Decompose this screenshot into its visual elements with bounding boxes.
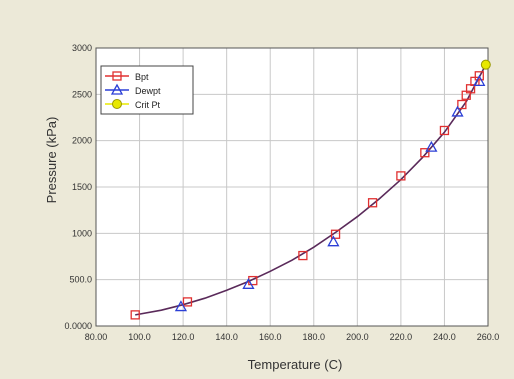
y-tick-label: 1500 xyxy=(72,182,92,192)
bubble-point-marker xyxy=(474,71,484,81)
y-tick-label: 3000 xyxy=(72,43,92,53)
dew-point-marker xyxy=(242,277,255,289)
legend-marker xyxy=(110,83,124,95)
plot-border xyxy=(95,47,489,327)
x-tick-label: 80.00 xyxy=(85,332,108,342)
data-points xyxy=(130,59,491,320)
bubble-point-marker xyxy=(298,250,308,261)
critical-point-marker xyxy=(480,59,491,70)
dew-point-marker xyxy=(473,75,486,87)
bubble-point-marker xyxy=(367,198,378,208)
y-tick-label: 1000 xyxy=(72,228,92,238)
x-tick-label: 220.0 xyxy=(390,332,413,342)
x-tick-label: 160.0 xyxy=(259,332,282,342)
bubble-point-marker xyxy=(182,297,193,307)
y-tick-label: 0.0000 xyxy=(64,321,92,331)
x-tick-label: 240.0 xyxy=(433,332,456,342)
y-axis-label: Pressure (kPa) xyxy=(44,117,59,204)
axes: 80.00 100.0 120.0 140.0 160.0 180.0 200.0 220.0… xyxy=(64,43,499,342)
bubble-point-marker xyxy=(420,148,430,158)
dew-point-marker xyxy=(451,105,464,117)
dew-point-marker xyxy=(425,140,438,152)
x-axis-label: Temperature (C) xyxy=(248,357,343,372)
x-tick-label: 180.0 xyxy=(303,332,326,342)
y-tick-label: 2500 xyxy=(72,89,92,99)
legend-marker xyxy=(112,71,122,81)
y-tick-label: 2000 xyxy=(72,136,92,146)
x-tick-label: 260.0 xyxy=(477,332,500,342)
x-tick-label: 140.0 xyxy=(215,332,238,342)
x-tick-label: 200.0 xyxy=(346,332,369,342)
phase-envelope-curve xyxy=(135,64,487,316)
bubble-point-marker xyxy=(130,310,140,320)
x-tick-label: 100.0 xyxy=(128,332,151,342)
x-tick-label: 120.0 xyxy=(172,332,195,342)
phase-curve-line xyxy=(135,64,487,316)
legend-label: Crit Pt xyxy=(135,100,161,110)
legend-marker xyxy=(112,99,122,109)
bubble-point-marker xyxy=(396,171,406,181)
legend-label: Bpt xyxy=(135,72,149,82)
legend-label: Dewpt xyxy=(135,86,161,96)
bubble-point-marker xyxy=(330,229,341,239)
legend: Bpt Dewpt Crit Pt xyxy=(100,65,194,115)
dew-point-marker xyxy=(327,235,340,247)
dew-point-marker xyxy=(174,300,188,312)
bubble-point-marker xyxy=(439,125,450,136)
y-tick-label: 500.0 xyxy=(69,275,92,285)
bubble-point-marker xyxy=(457,99,467,110)
